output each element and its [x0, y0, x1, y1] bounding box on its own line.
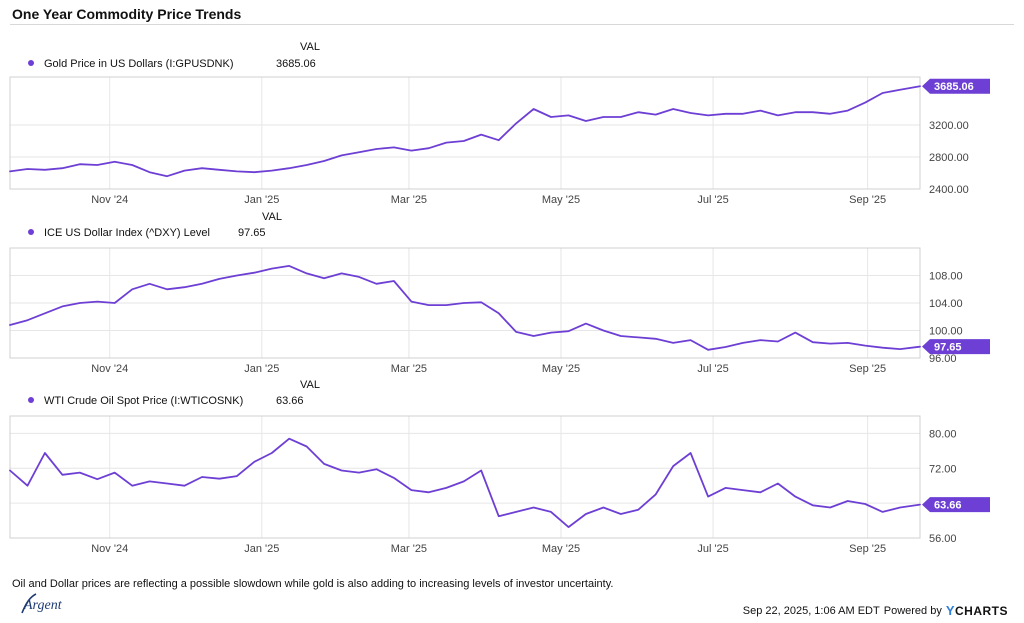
x-tick-label: Sep '25: [849, 543, 886, 555]
footer: Sep 22, 2025, 1:06 AM EDT Powered by Y C…: [743, 603, 1008, 618]
argent-logo-swoosh: [21, 593, 37, 614]
plot-frame: [9, 247, 921, 359]
legend-last-value: 97.65: [238, 227, 266, 239]
title-divider: [10, 24, 1014, 25]
legend-marker: [28, 60, 34, 66]
last-value-badge: [922, 339, 990, 355]
y-tick-label: 2800.00: [929, 152, 969, 164]
y-tick-label: 80.00: [929, 428, 957, 440]
series-line: [9, 264, 921, 351]
series-line: [9, 437, 921, 528]
last-value-badge-label: 63.66: [934, 500, 962, 512]
y-tick-label: 72.00: [929, 463, 957, 475]
plot-frame: [9, 415, 921, 539]
argent-logo-text: Argent: [23, 598, 63, 613]
y-tick-label: 3200.00: [929, 120, 969, 132]
plot-frame: [9, 76, 921, 190]
x-tick-label: Sep '25: [849, 194, 886, 206]
legend-marker: [28, 397, 34, 403]
y-tick-label: 104.00: [929, 298, 963, 310]
x-tick-label: Nov '24: [91, 363, 128, 375]
last-value-badge: [922, 497, 990, 513]
x-tick-label: May '25: [542, 363, 580, 375]
legend-series-name[interactable]: ICE US Dollar Index (^DXY) Level: [44, 227, 210, 239]
ycharts-brand[interactable]: Y CHARTS: [946, 603, 1008, 618]
y-tick-label: 96.00: [929, 353, 957, 365]
legend-header-val: VAL: [300, 41, 320, 53]
chart-area: VAL Gold Price in US Dollars (I:GPUSDNK) 3…: [9, 41, 990, 555]
x-tick-label: Jul '25: [697, 543, 728, 555]
legend-header-val: VAL: [262, 211, 282, 223]
legend-last-value: 63.66: [276, 395, 304, 407]
last-value-badge-label: 3685.06: [934, 81, 974, 93]
x-tick-label: Mar '25: [391, 194, 427, 206]
legend-marker: [28, 229, 34, 235]
x-tick-label: May '25: [542, 194, 580, 206]
legend-header-val: VAL: [300, 379, 320, 391]
x-tick-label: Jan '25: [244, 194, 279, 206]
last-value-badge-label: 97.65: [934, 342, 962, 354]
footer-timestamp: Sep 22, 2025, 1:06 AM EDT: [742, 604, 880, 617]
x-tick-label: Mar '25: [391, 543, 427, 555]
legend-last-value: 3685.06: [276, 58, 316, 70]
x-tick-label: Jan '25: [244, 363, 279, 375]
x-tick-label: Jan '25: [244, 543, 279, 555]
y-tick-label: 100.00: [929, 326, 963, 338]
footer-powered-by: Powered by: [883, 604, 942, 617]
ycharts-brand-text: CHARTS: [955, 603, 1008, 618]
x-tick-label: Nov '24: [91, 194, 128, 206]
caption-text: Oil and Dollar prices are reflecting a p…: [12, 578, 614, 590]
series-line: [9, 85, 921, 178]
page-title: One Year Commodity Price Trends: [12, 6, 242, 22]
last-value-badge: [922, 78, 990, 94]
x-tick-label: Sep '25: [849, 363, 886, 375]
legend-series-name[interactable]: Gold Price in US Dollars (I:GPUSDNK): [44, 58, 234, 70]
legend-series-name[interactable]: WTI Crude Oil Spot Price (I:WTICOSNK): [44, 395, 243, 407]
x-tick-label: Jul '25: [697, 194, 728, 206]
x-tick-label: Jul '25: [697, 363, 728, 375]
argent-logo: Argent: [21, 593, 63, 614]
y-tick-label: 2400.00: [929, 184, 969, 196]
y-tick-label: 56.00: [929, 533, 957, 545]
ycharts-y-logo-icon: Y: [945, 603, 955, 618]
x-tick-label: Nov '24: [91, 543, 128, 555]
y-tick-label: 108.00: [929, 271, 963, 283]
x-tick-label: Mar '25: [391, 363, 427, 375]
x-tick-label: May '25: [542, 543, 580, 555]
